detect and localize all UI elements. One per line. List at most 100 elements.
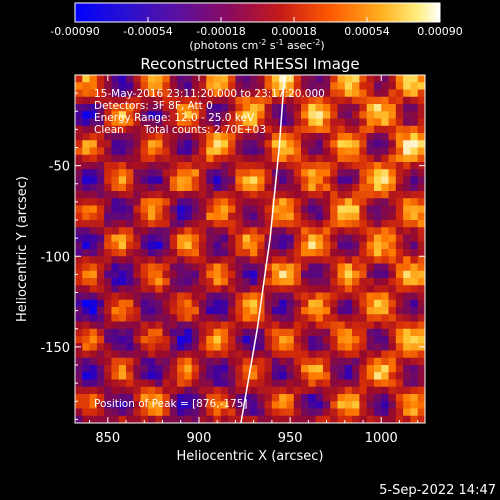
heatmap-cell	[89, 408, 98, 417]
heatmap-cell	[308, 285, 316, 293]
heatmap-cell	[104, 328, 112, 337]
heatmap-cell	[147, 125, 156, 134]
heatmap-cell	[206, 278, 214, 286]
heatmap-cell	[257, 256, 265, 264]
heatmap-cell	[155, 162, 163, 170]
heatmap-cell	[118, 394, 127, 402]
heatmap-cell	[75, 234, 83, 243]
heatmap-cell	[381, 249, 389, 257]
heatmap-cell	[257, 336, 265, 344]
heatmap-cell	[359, 198, 367, 206]
heatmap-cell	[373, 292, 382, 301]
heatmap-cell	[344, 263, 353, 272]
heatmap-cell	[286, 350, 295, 359]
heatmap-cell	[330, 278, 338, 286]
heatmap-cell	[220, 350, 229, 359]
heatmap-cell	[82, 133, 90, 141]
heatmap-cell	[184, 401, 192, 409]
heatmap-cell	[228, 278, 236, 286]
heatmap-cell	[140, 220, 149, 228]
heatmap-cell	[111, 191, 120, 199]
heatmap-cell	[403, 336, 411, 344]
heatmap-cell	[373, 227, 382, 235]
heatmap-cell	[198, 140, 207, 148]
heatmap-cell	[96, 314, 105, 322]
heatmap-cell	[410, 365, 419, 373]
heatmap-cell	[352, 96, 360, 105]
heatmap-cell	[242, 415, 251, 423]
heatmap-cell	[242, 278, 251, 286]
heatmap-cell	[403, 314, 411, 322]
heatmap-cell	[264, 176, 273, 185]
heatmap-cell	[235, 140, 244, 148]
heatmap-cell	[330, 133, 338, 141]
heatmap-cell	[286, 96, 295, 105]
heatmap-cell	[75, 212, 83, 221]
heatmap-cell	[410, 234, 419, 243]
heatmap-cell	[126, 75, 134, 83]
heatmap-cell	[301, 343, 309, 351]
heatmap-cell	[279, 336, 287, 344]
heatmap-cell	[118, 212, 127, 221]
heatmap-cell	[330, 140, 338, 148]
heatmap-cell	[373, 343, 382, 351]
heatmap-cell	[388, 104, 397, 112]
heatmap-cell	[169, 263, 178, 272]
heatmap-cell	[403, 169, 411, 177]
heatmap-cell	[344, 285, 353, 293]
heatmap-cell	[126, 401, 134, 409]
heatmap-cell	[271, 256, 280, 264]
heatmap-cell	[257, 321, 265, 330]
heatmap-cell	[308, 111, 316, 119]
heatmap-cell	[111, 162, 120, 170]
heatmap-cell	[155, 365, 163, 373]
heatmap-cell	[344, 220, 353, 228]
heatmap-cell	[250, 321, 258, 330]
heatmap-cell	[111, 278, 120, 286]
heatmap-cell	[257, 314, 265, 322]
heatmap-cell	[89, 350, 98, 359]
heatmap-cell	[308, 350, 316, 359]
heatmap-cell	[330, 191, 338, 199]
heatmap-cell	[140, 75, 149, 83]
heatmap-cell	[147, 415, 156, 423]
heatmap-cell	[235, 162, 244, 170]
heatmap-cell	[315, 401, 324, 409]
heatmap-cell	[118, 328, 127, 337]
heatmap-cell	[111, 205, 120, 214]
heatmap-cell	[242, 212, 251, 221]
heatmap-cell	[395, 285, 404, 293]
heatmap-cell	[235, 415, 244, 423]
heatmap-cell	[337, 125, 346, 134]
heatmap-cell	[271, 401, 280, 409]
heatmap-cell	[286, 205, 295, 214]
heatmap-cell	[75, 307, 83, 315]
heatmap-cell	[271, 89, 280, 98]
heatmap-cell	[147, 191, 156, 199]
heatmap-cell	[228, 118, 236, 127]
heatmap-cell	[417, 191, 425, 199]
heatmap-cell	[403, 415, 411, 423]
heatmap-cell	[89, 256, 98, 264]
heatmap-cell	[286, 82, 295, 90]
heatmap-cell	[381, 357, 389, 366]
heatmap-cell	[235, 183, 244, 192]
heatmap-cell	[257, 118, 265, 127]
heatmap-cell	[89, 307, 98, 315]
heatmap-cell	[279, 82, 287, 90]
heatmap-cell	[293, 75, 302, 83]
heatmap-cell	[417, 379, 425, 388]
heatmap-cell	[155, 394, 163, 402]
heatmap-cell	[301, 307, 309, 315]
heatmap-cell	[147, 408, 156, 417]
heatmap-cell	[403, 386, 411, 395]
heatmap-cell	[352, 328, 360, 337]
heatmap-cell	[75, 154, 83, 163]
heatmap-cell	[337, 278, 346, 286]
heatmap-cell	[198, 299, 207, 308]
heatmap-cell	[286, 176, 295, 185]
heatmap-cell	[169, 357, 178, 366]
heatmap-cell	[184, 285, 192, 293]
heatmap-cell	[89, 270, 98, 279]
heatmap-cell	[177, 256, 185, 264]
